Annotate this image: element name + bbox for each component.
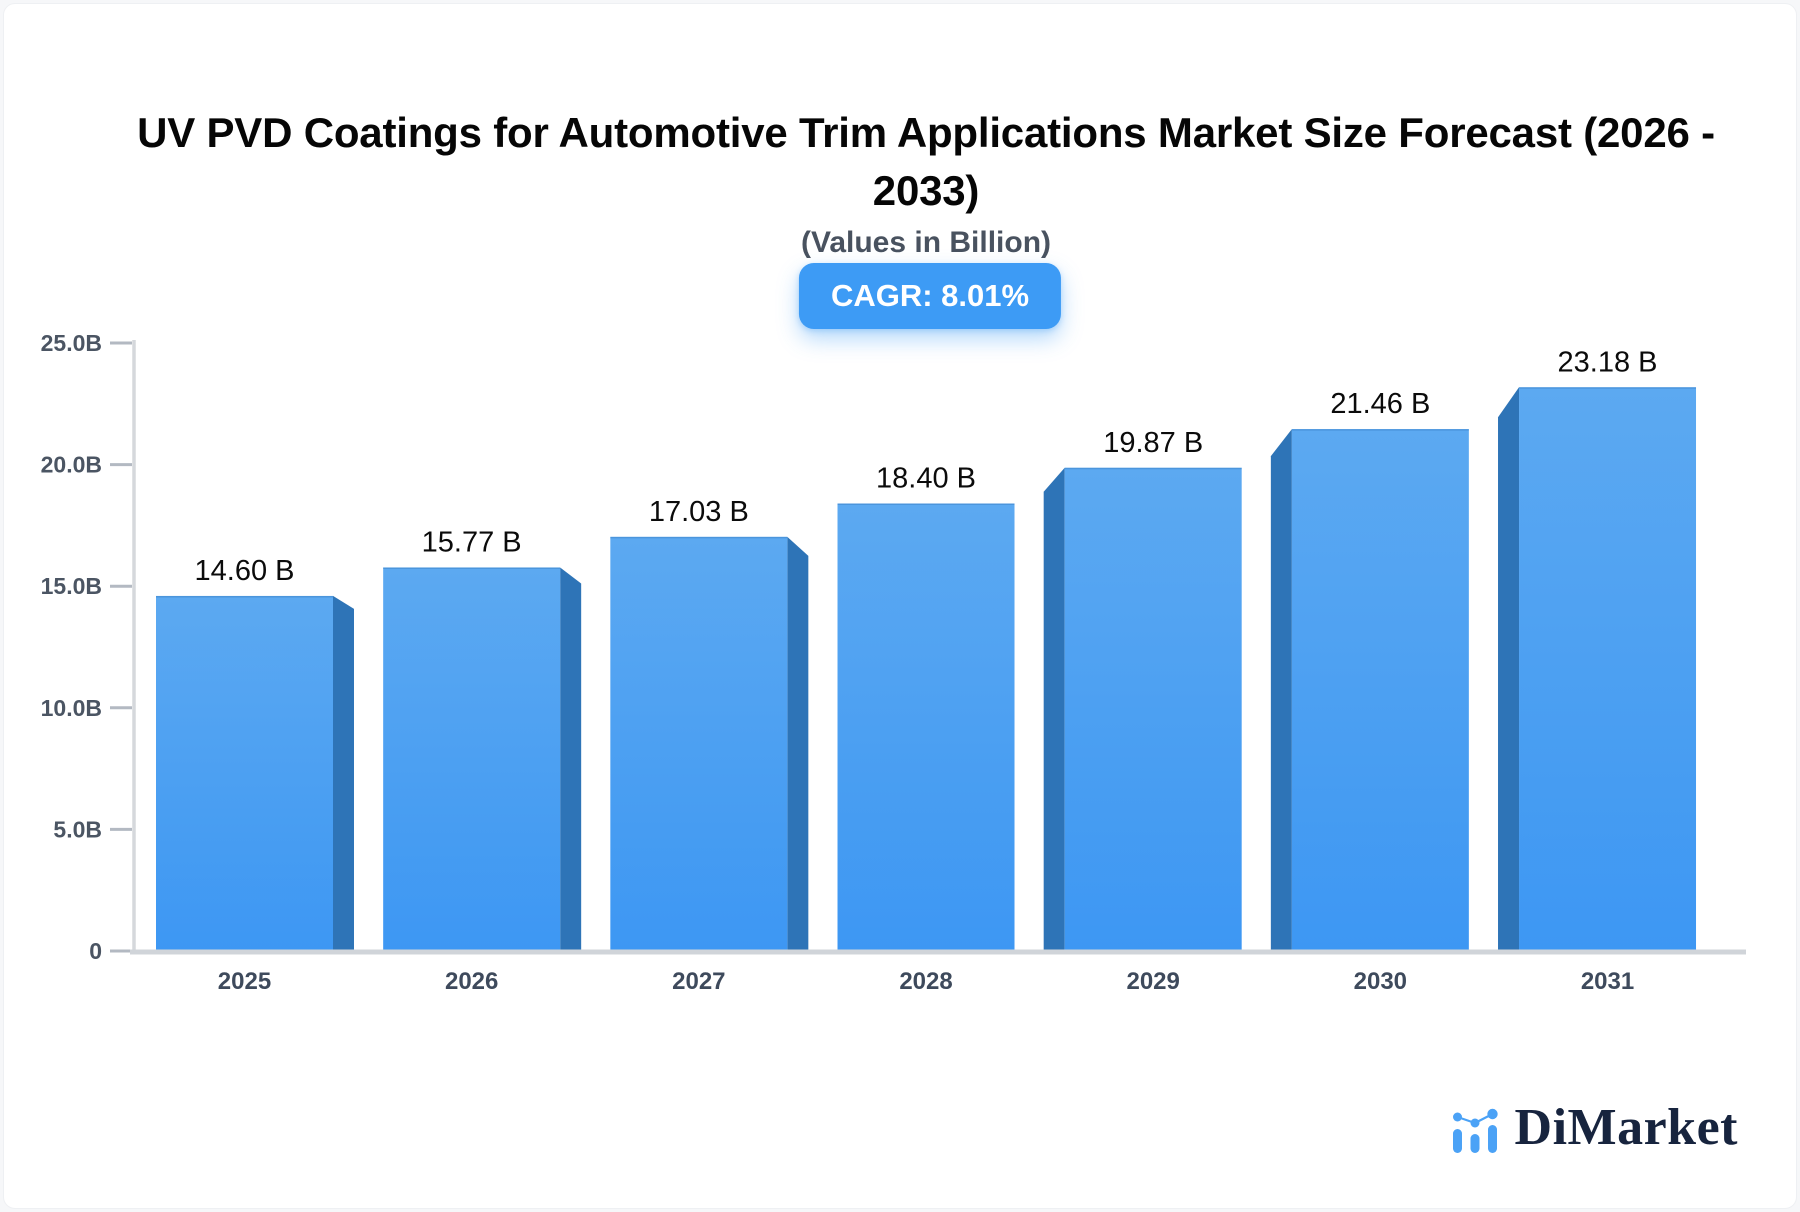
- bar-side-panel: [1270, 429, 1292, 952]
- bar-group: 18.40 B 2028: [837, 463, 1015, 995]
- bar: [156, 595, 333, 951]
- bar-value-label: 19.87 B: [1103, 427, 1203, 459]
- x-axis-label: 2026: [445, 968, 498, 995]
- bar: [1291, 429, 1469, 952]
- bar-side-panel: [333, 595, 354, 951]
- y-axis-label: 20.0B: [41, 452, 102, 478]
- bar-group: 19.87 B 2029: [1043, 427, 1242, 995]
- y-axis-label: 5.0B: [53, 816, 102, 842]
- x-axis-label: 2027: [672, 968, 725, 995]
- y-axis-label: 15.0B: [41, 573, 102, 599]
- y-axis-label: 0: [89, 938, 102, 964]
- bar-group: 21.46 B 2030: [1270, 388, 1469, 995]
- bar-value-label: 18.40 B: [876, 463, 976, 495]
- x-axis-label: 2031: [1581, 968, 1634, 995]
- bar: [1064, 467, 1242, 951]
- bar-chart-svg: 25.0B 20.0B 15.0B 10.0B 5.0B 0 14.60 B 2025 15.7…: [41, 330, 1746, 995]
- bar-value-label: 23.18 B: [1558, 346, 1658, 378]
- bar-chart: 25.0B 20.0B 15.0B 10.0B 5.0B 0 14.60 B 2025 15.7…: [24, 294, 1764, 1014]
- bar-value-label: 14.60 B: [195, 555, 295, 587]
- logo-text: DiMarket: [1514, 1099, 1738, 1156]
- bar-group: 14.60 B 2025: [156, 555, 354, 995]
- chart-title: UV PVD Coatings for Automotive Trim Appl…: [137, 109, 1715, 214]
- bar-side-panel: [1498, 387, 1520, 951]
- chart-subtitle: (Values in Billion): [800, 226, 1052, 259]
- bar: [837, 503, 1015, 951]
- bar-value-label: 17.03 B: [649, 496, 749, 528]
- bar-side-panel: [1043, 467, 1065, 951]
- x-axis-label: 2025: [218, 968, 271, 995]
- bar-side-panel: [787, 536, 809, 951]
- bar: [383, 567, 561, 951]
- y-axis-label: 25.0B: [41, 330, 102, 356]
- bar-group: 23.18 B 2031: [1498, 346, 1697, 995]
- bar: [1519, 387, 1697, 951]
- bar-value-label: 15.77 B: [422, 526, 522, 558]
- figure-card: UV PVD Coatings for Automotive Trim Appl…: [3, 3, 1797, 1209]
- bar: [610, 536, 788, 951]
- logo-bar-chart-icon: [1452, 1108, 1498, 1153]
- bar-side-panel: [560, 567, 582, 951]
- bar-value-label: 21.46 B: [1330, 388, 1430, 420]
- y-axis-label: 10.0B: [41, 695, 102, 721]
- cagr-badge: CAGR: 8.01%: [798, 263, 1062, 329]
- bar-group: 15.77 B 2026: [383, 526, 582, 995]
- x-axis-label: 2028: [899, 968, 952, 995]
- x-axis-label: 2030: [1354, 968, 1407, 995]
- x-axis-label: 2029: [1126, 968, 1179, 995]
- bar-group: 17.03 B 2027: [610, 496, 809, 995]
- dimarket-logo: DiMarket: [1446, 1102, 1738, 1160]
